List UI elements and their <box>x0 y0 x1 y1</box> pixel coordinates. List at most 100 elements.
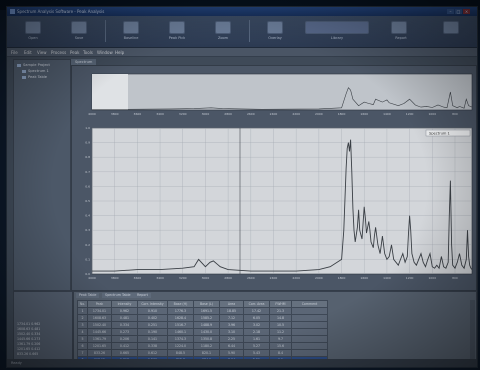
tab-spectrum-table[interactable]: Spectrum Table <box>102 293 134 298</box>
table-row[interactable]: 3 1502.40 0.334 0.251 1516.7 1488.9 3.96 3.02 10… <box>77 321 328 329</box>
table-cell: 0.334 <box>111 321 138 329</box>
column-header[interactable]: Peak <box>87 300 112 308</box>
overlay-button[interactable]: Overlay <box>255 19 295 43</box>
tab-report[interactable]: Report <box>134 293 151 298</box>
table-cell: 6.05 <box>243 314 270 322</box>
table-cell: 4 <box>77 328 88 336</box>
table-cell: 1.61 <box>243 335 270 343</box>
help-ribbon-button[interactable] <box>431 19 471 43</box>
tree-item-peak-table[interactable]: Peak Table <box>22 75 47 79</box>
table-cell: 0.338 <box>137 342 168 350</box>
open-button[interactable]: Open <box>13 19 53 43</box>
table-row[interactable]: 2 1608.63 0.481 0.402 1628.4 1585.2 7.12 6.05 14… <box>77 314 328 322</box>
maximize-icon[interactable]: □ <box>455 9 462 14</box>
save-button[interactable]: Save <box>59 19 99 43</box>
table-row[interactable]: 6 1201.65 0.412 0.338 1224.0 1180.2 6.44 5.27 15… <box>77 342 328 350</box>
plot-area: 4000 3800 3600 3400 3200 3000 2800 2600 2400 2200… <box>71 65 477 291</box>
column-header[interactable]: FWHM <box>269 300 292 308</box>
menu-file[interactable]: File <box>11 50 18 55</box>
table-cell: 1374.3 <box>167 335 194 343</box>
table-row[interactable]: 5 1361.79 0.206 0.141 1374.3 1350.8 2.25 1.61 9.… <box>77 335 328 343</box>
main-x-tick-label: 2600 <box>247 276 255 280</box>
library-icon <box>305 21 369 34</box>
main-x-tick-label: 2800 <box>224 276 232 280</box>
overview-x-tick-label: 2600 <box>247 112 255 116</box>
menu-window[interactable]: Window <box>97 50 113 55</box>
table-cell: 1350.8 <box>193 335 220 343</box>
tree-item-label: Spectrum 1 <box>28 69 49 73</box>
menu-edit[interactable]: Edit <box>24 50 32 55</box>
zoom-button[interactable]: Zoom <box>203 19 243 43</box>
main-x-tick-label: 800 <box>452 276 458 280</box>
peak-list-panel: 1734.01 0.962 1608.63 0.481 1502.40 0.33… <box>13 291 73 367</box>
column-header[interactable]: No. <box>77 300 88 308</box>
column-header[interactable]: Corr. Intensity <box>137 300 168 308</box>
tree-item-project[interactable]: Sample Project <box>17 63 50 67</box>
main-y-tick-label: 0.7 <box>85 170 90 174</box>
menu-process[interactable]: Process <box>51 50 67 55</box>
table-cell: 7 <box>77 349 88 357</box>
table-row[interactable]: 1 1734.01 0.962 0.910 1776.3 1691.5 18.85 17.42… <box>77 307 328 315</box>
table-cell: 1180.2 <box>193 342 220 350</box>
library-button-label: Library <box>330 36 344 40</box>
ribbon-toolbar: Open Save Baseline Peak Pick Zoom Overla… <box>7 16 477 48</box>
overview-plot-frame <box>91 73 473 111</box>
table-cell: 0.665 <box>111 349 138 357</box>
menu-view[interactable]: View <box>37 50 47 55</box>
column-header[interactable]: Corr. Area <box>243 300 270 308</box>
application-window: Spectrum Analysis Software - Peak Analys… <box>6 6 478 368</box>
main-x-tick-label: 2000 <box>315 276 323 280</box>
baseline-button-label: Baseline <box>123 36 139 40</box>
open-button-label: Open <box>28 36 38 40</box>
peak-table-panel: Peak Table Spectrum Table Report No. Pea… <box>73 291 477 367</box>
table-cell: 1691.5 <box>193 307 220 315</box>
main-x-tick-label: 1400 <box>383 276 391 280</box>
report-icon <box>391 21 407 34</box>
column-header[interactable]: Area <box>219 300 244 308</box>
table-cell: 820.1 <box>193 349 220 357</box>
main-tick-labels: 4000 3800 3600 3400 3200 3000 2800 2600 2400 2200… <box>85 126 458 280</box>
baseline-button[interactable]: Baseline <box>111 19 151 43</box>
overview-x-tick-label: 2400 <box>270 112 278 116</box>
column-header[interactable]: Comment <box>291 300 328 308</box>
tab-peak-table[interactable]: Peak Table <box>76 293 100 298</box>
report-button[interactable]: Report <box>379 19 423 43</box>
spectrum-chart-svg[interactable]: 4000 3800 3600 3400 3200 3000 2800 2600 2400 2200… <box>72 66 476 290</box>
table-cell: 0.612 <box>137 349 168 357</box>
tree-item-spectrum[interactable]: Spectrum 1 <box>22 69 49 73</box>
table-cell: 7.12 <box>219 314 244 322</box>
overview-x-tick-label: 1000 <box>428 112 436 116</box>
menu-tools[interactable]: Tools <box>83 50 93 55</box>
column-header[interactable]: Base (H) <box>167 300 194 308</box>
table-row[interactable]: 7 833.26 0.665 0.612 848.5 820.1 5.90 5.43 8.4 <box>77 349 328 357</box>
column-header[interactable]: Base (L) <box>193 300 220 308</box>
table-row[interactable]: 4 1445.66 0.273 0.190 1460.1 1430.0 3.10 2.18 11… <box>77 328 328 336</box>
overview-x-tick-label: 3600 <box>134 112 142 116</box>
peak-pick-button[interactable]: Peak Pick <box>157 19 197 43</box>
table-cell: 0.190 <box>137 328 168 336</box>
overview-x-tick-label: 3000 <box>202 112 210 116</box>
document-tabs: Spectrum <box>71 59 475 67</box>
table-cell: 1460.1 <box>167 328 194 336</box>
table-cell: 8.4 <box>269 349 292 357</box>
peak-list-line: 1361.79 0.206 <box>17 342 41 346</box>
table-header-row: No. Peak Intensity Corr. Intensity Base … <box>77 300 328 308</box>
menu-help[interactable]: Help <box>115 50 125 55</box>
menu-peak[interactable]: Peak <box>70 50 80 55</box>
tab-spectrum[interactable]: Spectrum <box>71 59 97 67</box>
table-cell: 1776.3 <box>167 307 194 315</box>
main-x-tick-label: 3400 <box>156 276 164 280</box>
table-cell: 1224.0 <box>167 342 194 350</box>
overview-spectrum-line <box>92 87 473 110</box>
column-header[interactable]: Intensity <box>111 300 138 308</box>
close-icon[interactable]: × <box>463 9 470 14</box>
library-button[interactable]: Library <box>301 19 373 43</box>
overview-selection-window[interactable] <box>92 74 128 110</box>
overview-tick-labels: 4000 3800 3600 3400 3200 3000 2800 2600 2400 2200… <box>88 112 458 116</box>
table-scrollbar[interactable] <box>470 300 475 362</box>
table-cell: 3 <box>77 321 88 329</box>
minimize-icon[interactable]: – <box>447 9 454 14</box>
table-cell: 0.962 <box>111 307 138 315</box>
overview-x-tick-label: 2800 <box>224 112 232 116</box>
table-cell: 2.25 <box>219 335 244 343</box>
